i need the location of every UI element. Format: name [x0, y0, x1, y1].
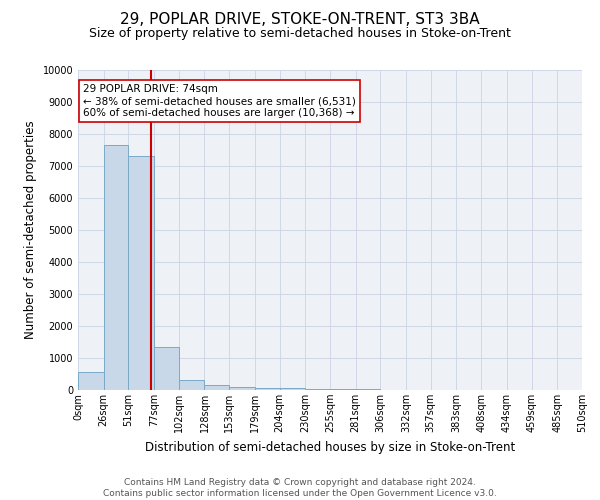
Bar: [104, 145, 128, 390]
Bar: [179, 380, 205, 390]
Bar: [305, 389, 330, 390]
Text: 29, POPLAR DRIVE, STOKE-ON-TRENT, ST3 3BA: 29, POPLAR DRIVE, STOKE-ON-TRENT, ST3 3B…: [120, 12, 480, 28]
Text: 29 POPLAR DRIVE: 74sqm
← 38% of semi-detached houses are smaller (6,531)
60% of : 29 POPLAR DRIVE: 74sqm ← 38% of semi-det…: [83, 84, 356, 117]
Y-axis label: Number of semi-detached properties: Number of semi-detached properties: [24, 120, 37, 340]
Bar: [330, 389, 356, 390]
Bar: [78, 372, 104, 390]
Bar: [205, 385, 229, 390]
X-axis label: Distribution of semi-detached houses by size in Stoke-on-Trent: Distribution of semi-detached houses by …: [145, 440, 515, 454]
Text: Contains HM Land Registry data © Crown copyright and database right 2024.
Contai: Contains HM Land Registry data © Crown c…: [103, 478, 497, 498]
Bar: [280, 388, 305, 390]
Bar: [255, 388, 280, 390]
Text: Size of property relative to semi-detached houses in Stoke-on-Trent: Size of property relative to semi-detach…: [89, 28, 511, 40]
Bar: [154, 347, 179, 390]
Bar: [229, 387, 255, 390]
Bar: [128, 156, 154, 390]
